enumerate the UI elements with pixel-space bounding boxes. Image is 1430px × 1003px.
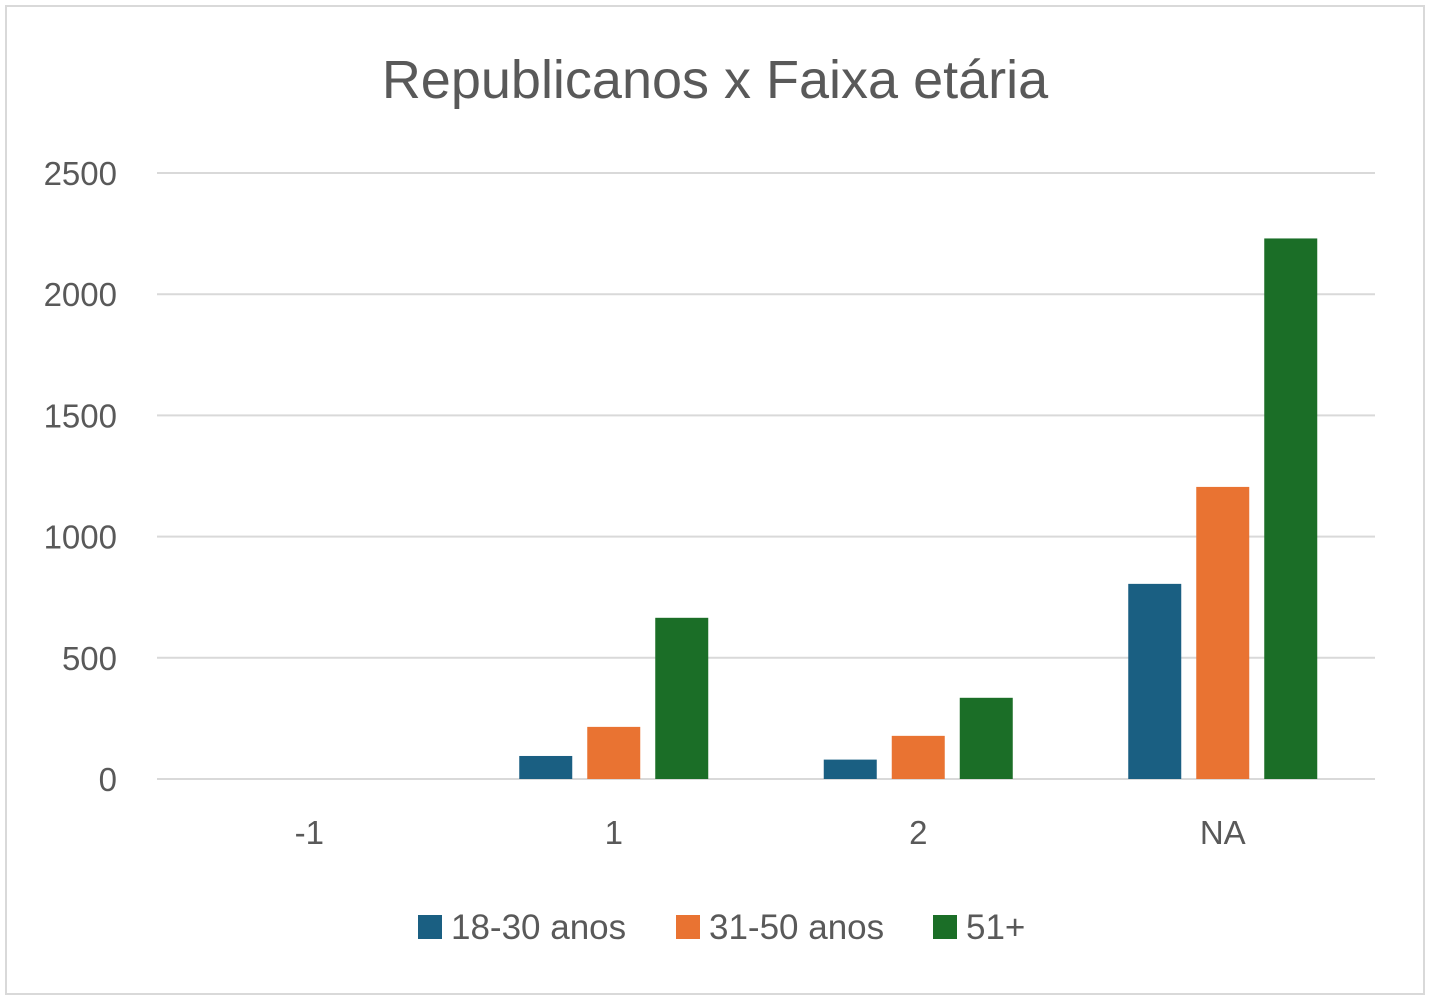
legend-swatch bbox=[676, 915, 700, 939]
x-tick-label: 2 bbox=[909, 814, 927, 851]
y-axis-ticks: 0 500 1000 1500 2000 2500 bbox=[44, 155, 117, 798]
y-tick-label: 2500 bbox=[44, 155, 117, 192]
bar bbox=[587, 726, 641, 779]
x-tick-label: NA bbox=[1200, 814, 1246, 851]
bar bbox=[655, 617, 709, 779]
x-axis-ticks: -1 1 2 NA bbox=[295, 814, 1246, 851]
legend-swatch bbox=[418, 915, 442, 939]
bar bbox=[959, 697, 1013, 779]
legend-label: 31-50 anos bbox=[709, 908, 884, 947]
legend-label: 18-30 anos bbox=[451, 908, 626, 947]
bars bbox=[519, 238, 1318, 779]
bar bbox=[891, 735, 945, 779]
chart-title: Republicanos x Faixa etária bbox=[382, 50, 1049, 110]
legend-label: 51+ bbox=[966, 908, 1025, 947]
y-tick-label: 1000 bbox=[44, 519, 117, 556]
bar bbox=[519, 755, 573, 779]
bar bbox=[1196, 486, 1250, 779]
y-tick-label: 2000 bbox=[44, 276, 117, 313]
x-tick-label: -1 bbox=[295, 814, 324, 851]
legend-swatch bbox=[933, 915, 957, 939]
chart-frame bbox=[5, 5, 1425, 995]
y-tick-label: 0 bbox=[99, 761, 117, 798]
y-tick-label: 1500 bbox=[44, 397, 117, 434]
bar bbox=[1264, 238, 1318, 779]
bar bbox=[823, 759, 877, 779]
bar bbox=[1128, 583, 1182, 779]
gridlines bbox=[157, 172, 1375, 780]
x-tick-label: 1 bbox=[605, 814, 623, 851]
legend: 18-30 anos 31-50 anos 51+ bbox=[418, 908, 1025, 947]
y-tick-label: 500 bbox=[62, 640, 117, 677]
